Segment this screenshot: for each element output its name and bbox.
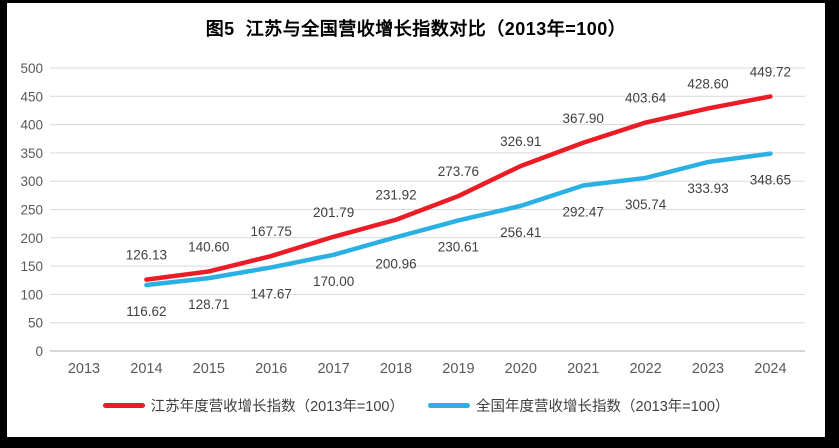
x-axis-tick-label: 2018 bbox=[380, 361, 412, 377]
y-axis-tick-label: 150 bbox=[20, 259, 43, 274]
data-label: 116.62 bbox=[126, 304, 166, 319]
series-line-jiangsu bbox=[144, 94, 773, 282]
x-axis-tick-label: 2020 bbox=[505, 361, 537, 377]
legend-label: 江苏年度营收增长指数（2013年=100） bbox=[150, 399, 404, 415]
chart-title: 图5 江苏与全国营收增长指数对比（2013年=100） bbox=[205, 19, 627, 39]
series-line-national bbox=[144, 151, 773, 288]
chart-legend: 江苏年度营收增长指数（2013年=100） 全国年度营收增长指数（2013年=10… bbox=[7, 395, 825, 416]
data-label: 170.00 bbox=[313, 274, 354, 289]
data-label: 126.13 bbox=[126, 248, 167, 263]
data-label: 403.64 bbox=[625, 91, 667, 106]
x-axis-tick-label: 2017 bbox=[317, 361, 349, 377]
y-axis-tick-label: 400 bbox=[20, 118, 43, 133]
data-label: 147.67 bbox=[251, 286, 292, 301]
chart-page: 图5 江苏与全国营收增长指数对比（2013年=100） 0 50 100 150 200… bbox=[7, 3, 825, 437]
data-label: 201.79 bbox=[313, 205, 354, 220]
data-label: 292.47 bbox=[563, 204, 604, 219]
data-label: 305.74 bbox=[625, 197, 667, 212]
y-axis-tick-label: 300 bbox=[20, 174, 43, 189]
data-label: 231.92 bbox=[375, 188, 416, 203]
data-label: 200.96 bbox=[375, 256, 416, 271]
data-label: 367.90 bbox=[563, 111, 604, 126]
y-axis-tick-label: 200 bbox=[20, 231, 43, 246]
y-axis-tick-label: 500 bbox=[20, 61, 43, 76]
y-axis-tick-label: 250 bbox=[20, 203, 43, 218]
data-label: 140.60 bbox=[188, 239, 229, 254]
x-axis-tick-label: 2013 bbox=[68, 361, 100, 377]
legend-item-national: 全国年度营收增长指数（2013年=100） bbox=[428, 395, 729, 416]
y-axis-tick-label: 0 bbox=[35, 344, 43, 359]
y-axis-tick-label: 450 bbox=[20, 89, 43, 104]
legend-line-swatch bbox=[428, 403, 470, 408]
x-axis-tick-label: 2022 bbox=[629, 361, 661, 377]
x-axis-tick-label: 2021 bbox=[567, 361, 599, 377]
legend-label: 全国年度营收增长指数（2013年=100） bbox=[476, 399, 730, 415]
data-label: 167.75 bbox=[251, 224, 292, 239]
y-axis-tick-label: 50 bbox=[28, 316, 43, 331]
data-label: 273.76 bbox=[438, 164, 479, 179]
data-label: 449.72 bbox=[750, 64, 791, 79]
y-axis-tick-label: 100 bbox=[20, 287, 43, 302]
line-chart-plot-area: 0 50 100 150 200 250 300 350 400 450 500 2013 2014 20… bbox=[20, 61, 805, 377]
legend-line-swatch bbox=[102, 403, 145, 408]
data-label: 428.60 bbox=[687, 76, 728, 91]
x-axis-tick-label: 2014 bbox=[130, 361, 162, 377]
data-label: 333.93 bbox=[687, 181, 728, 196]
y-axis-tick-label: 350 bbox=[20, 146, 43, 161]
data-label: 128.71 bbox=[188, 297, 229, 312]
data-label: 256.41 bbox=[500, 225, 541, 240]
data-label: 348.65 bbox=[750, 173, 791, 188]
x-axis-tick-label: 2016 bbox=[255, 361, 287, 377]
x-axis-tick-label: 2015 bbox=[193, 361, 225, 377]
x-axis-tick-label: 2019 bbox=[442, 361, 474, 377]
legend-item-jiangsu: 江苏年度营收增长指数（2013年=100） bbox=[102, 395, 404, 416]
data-label: 326.91 bbox=[500, 134, 541, 149]
x-axis-tick-label: 2023 bbox=[692, 361, 724, 377]
x-axis-tick-label: 2024 bbox=[754, 361, 786, 377]
data-label: 230.61 bbox=[438, 239, 479, 254]
